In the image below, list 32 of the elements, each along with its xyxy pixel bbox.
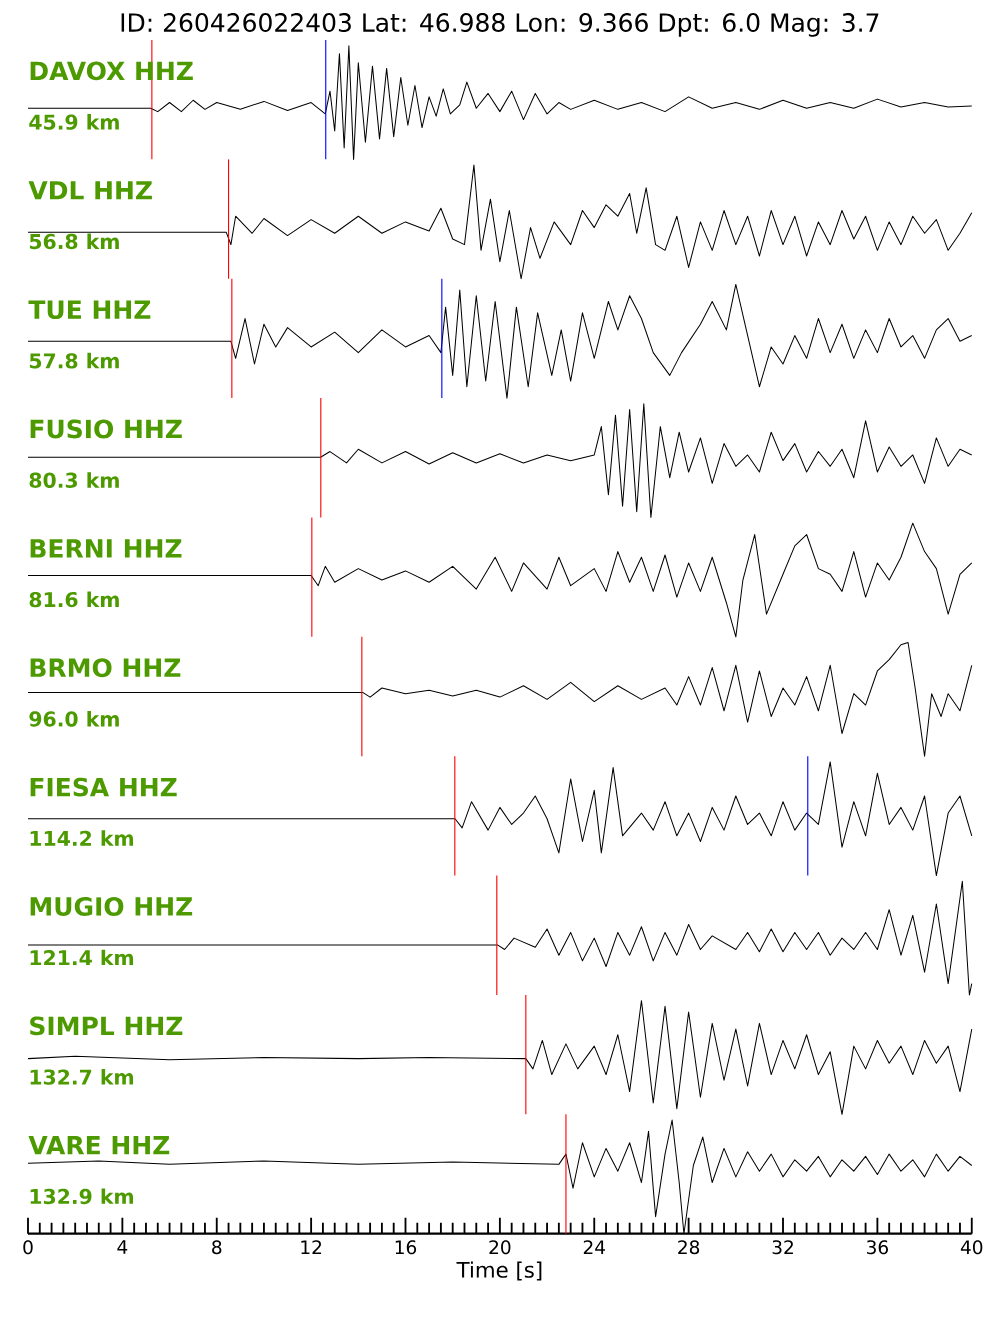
- text: BERNI HHZ: [30, 539, 182, 558]
- x-tick-label: 12: [301, 1240, 322, 1254]
- annotation: 121.4 km: [30, 949, 134, 966]
- x-tick-label: 16: [395, 1240, 417, 1255]
- x-tick-label: 8: [212, 1240, 222, 1255]
- text: FIESA HHZ: [30, 777, 177, 797]
- text: TUE HHZ: [28, 300, 151, 320]
- annotation: 56.8 km: [30, 233, 119, 250]
- annotation: 81.6 km: [29, 591, 119, 608]
- x-tick-label: 4: [117, 1240, 128, 1254]
- annotation: 45.9 km: [29, 114, 119, 130]
- annotation: 132.7 km: [30, 1069, 134, 1085]
- x-tick-label: 0: [23, 1240, 33, 1255]
- text: FUSIO HHZ: [30, 419, 182, 439]
- annotation: 132.9 km: [30, 1188, 134, 1205]
- text: BRMO HHZ: [30, 658, 181, 678]
- annotation: 80.3 km: [29, 472, 119, 488]
- annotation: 57.8 km: [30, 352, 119, 369]
- x-tick-label: 36: [867, 1240, 889, 1255]
- text: SIMPL HHZ: [30, 1016, 183, 1036]
- text: VARE HHZ: [28, 1136, 170, 1155]
- x-tick-label: 20: [489, 1240, 511, 1255]
- text: VDL HHZ: [28, 181, 153, 200]
- x-tick-label: 32: [772, 1240, 794, 1255]
- x-tick-label: 28: [678, 1240, 700, 1255]
- x-axis-title: Time [s]: [456, 1261, 542, 1281]
- annotation: 96.0 km: [29, 710, 119, 727]
- x-tick-label: 24: [583, 1240, 606, 1254]
- x-tick-label: 40: [961, 1240, 983, 1255]
- text: MUGIO HHZ: [30, 897, 193, 916]
- annotation: 114.2 km: [30, 830, 134, 846]
- chart-title: ID: 260426022403 Lat: 46.988 Lon: 9.366 Dpt: 6.0 Mag: 3.7: [121, 13, 879, 37]
